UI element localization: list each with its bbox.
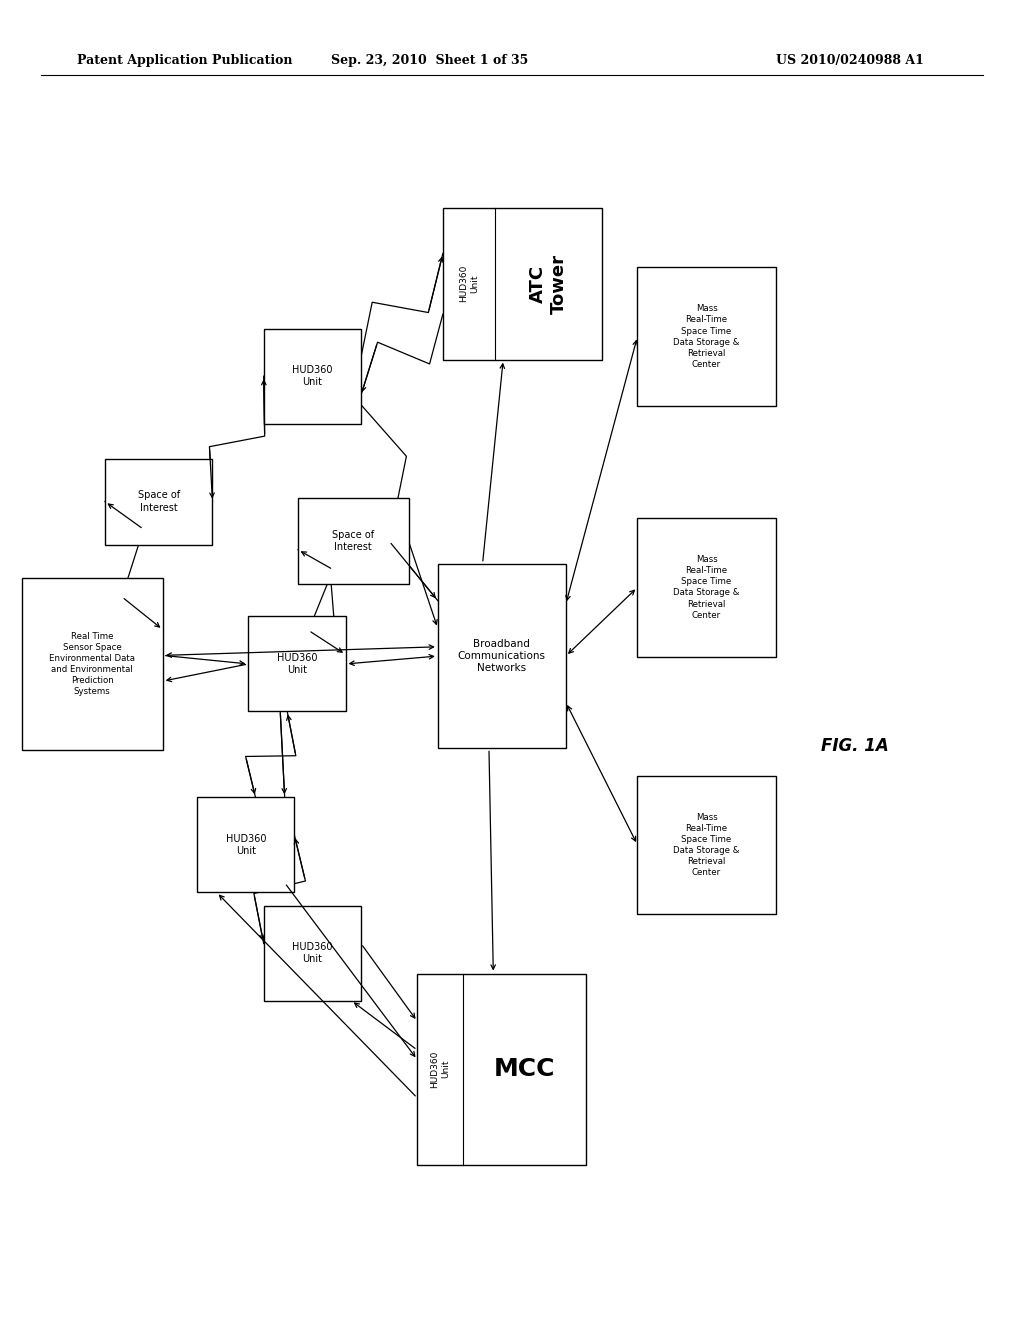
Text: HUD360
Unit: HUD360 Unit (292, 366, 333, 387)
Text: Mass
Real-Time
Space Time
Data Storage &
Retrieval
Center: Mass Real-Time Space Time Data Storage &… (674, 305, 739, 368)
Text: Space of
Interest: Space of Interest (332, 531, 375, 552)
Text: Broadband
Communications
Networks: Broadband Communications Networks (458, 639, 546, 673)
Bar (442, 207, 602, 359)
Text: Real Time
Sensor Space
Environmental Data
and Environmental
Prediction
Systems: Real Time Sensor Space Environmental Dat… (49, 632, 135, 696)
Bar (637, 776, 776, 913)
Bar (22, 578, 163, 750)
Text: HUD360
Unit: HUD360 Unit (430, 1051, 450, 1088)
Bar (105, 458, 213, 544)
Text: Mass
Real-Time
Space Time
Data Storage &
Retrieval
Center: Mass Real-Time Space Time Data Storage &… (674, 813, 739, 876)
Text: Sep. 23, 2010  Sheet 1 of 35: Sep. 23, 2010 Sheet 1 of 35 (332, 54, 528, 67)
Bar (264, 906, 361, 1001)
Text: HUD360
Unit: HUD360 Unit (292, 942, 333, 964)
Text: FIG. 1A: FIG. 1A (821, 737, 889, 755)
Text: Mass
Real-Time
Space Time
Data Storage &
Retrieval
Center: Mass Real-Time Space Time Data Storage &… (674, 556, 739, 619)
Bar (264, 329, 361, 424)
Text: HUD360
Unit: HUD360 Unit (225, 834, 266, 855)
Text: HUD360
Unit: HUD360 Unit (460, 265, 479, 302)
Bar (197, 797, 295, 892)
Text: HUD360
Unit: HUD360 Unit (276, 653, 317, 675)
Bar (298, 498, 409, 583)
Text: Space of
Interest: Space of Interest (137, 491, 180, 512)
Bar (637, 517, 776, 656)
Text: US 2010/0240988 A1: US 2010/0240988 A1 (776, 54, 924, 67)
Text: ATC
Tower: ATC Tower (529, 253, 568, 314)
Text: MCC: MCC (494, 1057, 555, 1081)
Text: Patent Application Publication: Patent Application Publication (77, 54, 292, 67)
Bar (438, 564, 565, 748)
Bar (418, 973, 586, 1164)
Bar (637, 267, 776, 407)
Bar (248, 616, 346, 711)
